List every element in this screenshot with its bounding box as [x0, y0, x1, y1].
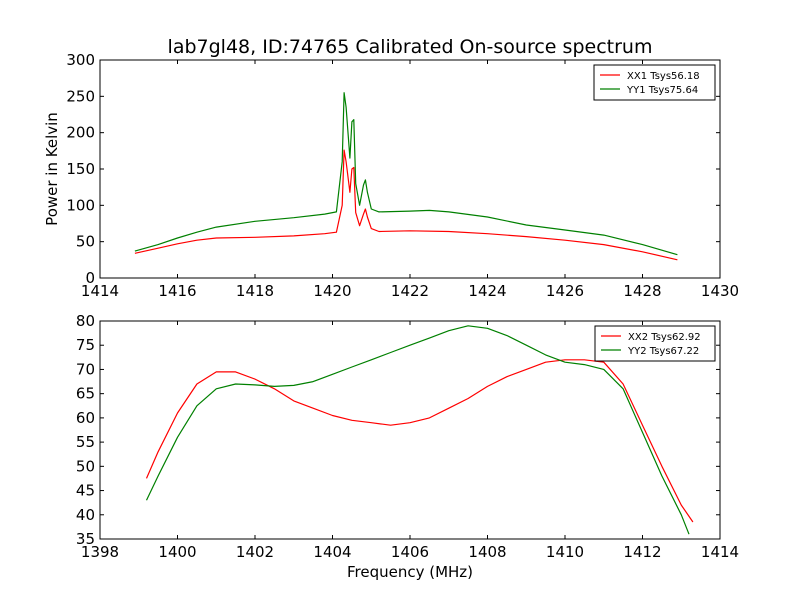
- y-tick-label: 75: [76, 336, 95, 354]
- y-tick-label: 0: [85, 269, 95, 287]
- x-tick-label: 1428: [623, 282, 661, 300]
- y-tick-label: 250: [66, 87, 95, 105]
- series-line-xx: [145, 359, 694, 523]
- legend: XX2 Tsys62.92 YY2 Tsys67.22: [594, 325, 716, 362]
- y-axis-label: Power in Kelvin: [43, 112, 61, 226]
- x-tick-label: 1418: [236, 282, 274, 300]
- series-line-yy: [134, 92, 678, 256]
- x-tick-label: 1416: [158, 282, 196, 300]
- x-tick-label: 1408: [468, 543, 506, 561]
- top-panel: 1414 1416 1418 1420 1422 1424 1426 1428 1430 0 50 1…: [43, 51, 739, 300]
- x-tick-label: 1404: [313, 543, 351, 561]
- y-tick-label: 55: [76, 433, 95, 451]
- legend-entry: YY1 Tsys75.64: [626, 85, 698, 96]
- y-tick-label: 35: [76, 530, 95, 548]
- x-tick-label: 1410: [546, 543, 584, 561]
- legend-entry: YY2 Tsys67.22: [627, 346, 699, 357]
- chart-title: lab7gl48, ID:74765 Calibrated On-source …: [168, 36, 653, 58]
- x-tick-label: 1424: [468, 282, 506, 300]
- legend-entry: XX1 Tsys56.18: [627, 71, 700, 82]
- y-tick-label: 45: [76, 482, 95, 500]
- legend-entry: XX2 Tsys62.92: [628, 332, 701, 343]
- x-tick-label: 1420: [313, 282, 351, 300]
- x-tick-label: 1412: [623, 543, 661, 561]
- y-tick-label: 300: [66, 51, 95, 69]
- y-tick-label: 60: [76, 409, 95, 427]
- y-tick-label: 50: [76, 457, 95, 475]
- y-tick-label: 100: [66, 196, 95, 214]
- y-tick-label: 70: [76, 360, 95, 378]
- legend-box: [594, 325, 716, 362]
- x-tick-label: 1414: [81, 282, 119, 300]
- y-tick-label: 40: [76, 506, 95, 524]
- series-line-xx: [134, 149, 678, 261]
- x-tick-label: 1422: [391, 282, 429, 300]
- legend-box: [593, 64, 716, 101]
- y-tick-label: 50: [76, 233, 95, 251]
- x-tick-label: 1430: [701, 282, 739, 300]
- legend: XX1 Tsys56.18 YY1 Tsys75.64: [593, 64, 716, 101]
- x-axis-label: Frequency (MHz): [347, 563, 473, 581]
- y-tick-label: 80: [76, 312, 95, 330]
- x-tick-label: 1414: [701, 543, 739, 561]
- x-tick-label: 1406: [391, 543, 429, 561]
- x-tick-label: 1398: [81, 543, 119, 561]
- y-tick-label: 200: [66, 124, 95, 142]
- x-tick-label: 1402: [236, 543, 274, 561]
- x-tick-label: 1400: [158, 543, 196, 561]
- y-tick-label: 65: [76, 385, 95, 403]
- y-tick-label: 150: [66, 160, 95, 178]
- series-line-yy: [145, 325, 690, 535]
- bottom-panel: 1398 1400 1402 1404 1406 1408 1410 1412 1414 35 40…: [76, 312, 739, 581]
- x-tick-label: 1426: [546, 282, 584, 300]
